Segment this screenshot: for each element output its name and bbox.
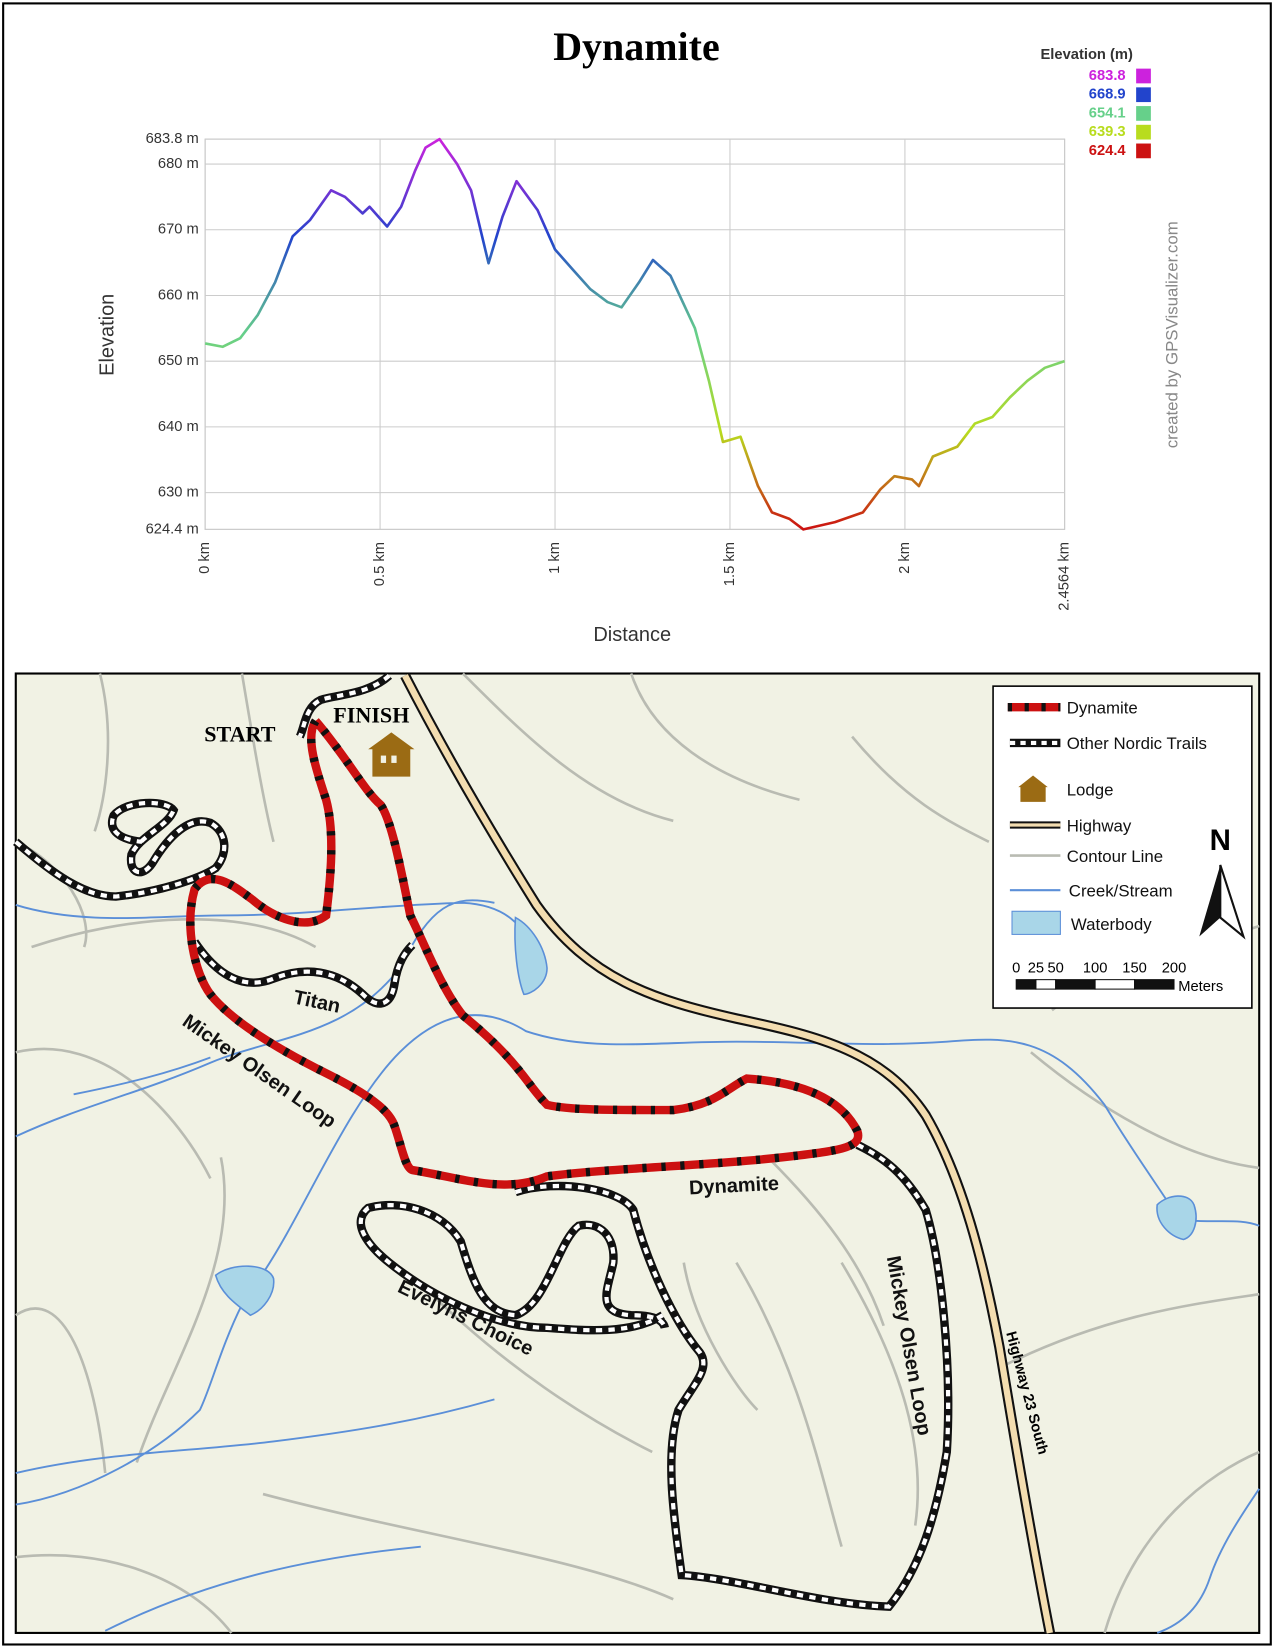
y-tick-label: 680 m bbox=[158, 156, 199, 172]
y-tick-label: 660 m bbox=[158, 287, 199, 303]
map-feature bbox=[368, 732, 415, 777]
scale-segment bbox=[1134, 979, 1175, 990]
elevation-line bbox=[204, 137, 1066, 531]
map-feature bbox=[15, 899, 1261, 1634]
legend-value: 639.3 bbox=[1089, 124, 1126, 140]
legend-value: 654.1 bbox=[1089, 105, 1126, 121]
x-tick-label: 1 km bbox=[547, 542, 563, 574]
finish-label: FINISH bbox=[333, 703, 409, 728]
legend-swatch bbox=[1136, 87, 1151, 103]
legend-swatch bbox=[1136, 106, 1151, 121]
contours bbox=[15, 672, 1260, 1634]
plot-area bbox=[204, 138, 1066, 530]
legend-label: Highway bbox=[1067, 816, 1132, 835]
map-feature bbox=[514, 916, 548, 996]
legend-label: Dynamite bbox=[1067, 698, 1138, 717]
scale-unit: Meters bbox=[1178, 979, 1223, 995]
scale-label: 25 bbox=[1028, 960, 1044, 976]
x-tick-label: 0 km bbox=[197, 542, 213, 574]
scale-segment bbox=[1055, 979, 1096, 990]
map-feature bbox=[391, 755, 397, 763]
legend-value: 668.9 bbox=[1089, 87, 1126, 103]
scale-segment bbox=[1035, 979, 1057, 990]
map-legend: Dynamite Other Nordic Trails Lodge Highw… bbox=[992, 685, 1253, 1009]
scale-label: 200 bbox=[1162, 960, 1187, 976]
x-tick-label: 2 km bbox=[897, 542, 913, 574]
legend-value: 683.8 bbox=[1089, 68, 1126, 84]
legend-label: Creek/Stream bbox=[1069, 882, 1173, 901]
legend-label: Contour Line bbox=[1067, 847, 1163, 866]
legend-label: Other Nordic Trails bbox=[1067, 734, 1207, 753]
x-tick-label: 0.5 km bbox=[372, 542, 388, 586]
legend-value: 624.4 bbox=[1089, 143, 1127, 159]
scale-segment bbox=[1015, 979, 1037, 990]
north-arrow bbox=[1219, 864, 1246, 940]
waterbodies bbox=[214, 916, 1197, 1317]
scale-label: 0 bbox=[1012, 960, 1020, 976]
start-label: START bbox=[204, 722, 275, 747]
legend-label: Waterbody bbox=[1071, 915, 1152, 934]
y-tick-label: 624.4 m bbox=[146, 521, 199, 537]
map-feature bbox=[1156, 1195, 1197, 1241]
map-feature bbox=[15, 672, 1260, 1634]
north-label: N bbox=[1210, 824, 1231, 857]
x-tick-label: 2.4564 km bbox=[1056, 542, 1072, 611]
north-arrow bbox=[1199, 864, 1221, 937]
elevation-chart: Dynamite Distance Elevation Elevation (m… bbox=[97, 24, 1182, 646]
scale-label: 100 bbox=[1083, 960, 1108, 976]
map-feature bbox=[214, 1265, 275, 1317]
legend-title: Elevation (m) bbox=[1040, 47, 1133, 63]
y-axis-label: Elevation bbox=[97, 294, 119, 376]
trail-label: Dynamite bbox=[689, 1173, 780, 1200]
creeks bbox=[15, 899, 1261, 1634]
legend-swatch bbox=[1136, 68, 1151, 84]
x-tick-label: 1.5 km bbox=[722, 542, 738, 586]
legend-label: Lodge bbox=[1067, 781, 1114, 800]
x-axis-label: Distance bbox=[593, 624, 671, 646]
y-tick-label: 683.8 m bbox=[146, 131, 199, 147]
legend-symbol bbox=[1011, 910, 1061, 935]
legend-symbol bbox=[1018, 775, 1048, 802]
legend-swatch bbox=[1136, 124, 1151, 140]
y-tick-label: 630 m bbox=[158, 484, 199, 500]
y-tick-label: 640 m bbox=[158, 419, 199, 435]
scale-segment bbox=[1094, 979, 1136, 990]
trail-map: START FINISH Titan Mickey Olsen Loop Dyn… bbox=[15, 672, 1261, 1634]
y-tick-label: 650 m bbox=[158, 353, 199, 369]
y-tick-label: 670 m bbox=[158, 222, 199, 238]
legend-swatch bbox=[1136, 143, 1151, 159]
annotation: created by GPSVisualizer.com bbox=[1162, 221, 1181, 448]
highway bbox=[402, 674, 1053, 1634]
map-feature bbox=[380, 755, 387, 763]
lodge-icon bbox=[368, 732, 415, 777]
chart-title: Dynamite bbox=[553, 24, 720, 69]
scale-label: 150 bbox=[1122, 960, 1147, 976]
scale-label: 50 bbox=[1047, 960, 1063, 976]
